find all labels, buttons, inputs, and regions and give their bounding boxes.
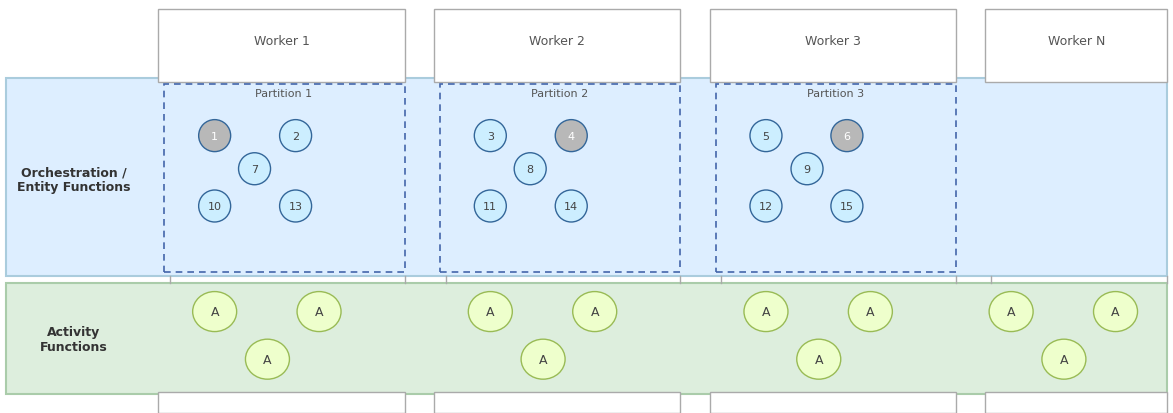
Circle shape <box>474 190 507 223</box>
Text: A: A <box>1111 305 1120 318</box>
Ellipse shape <box>192 292 237 332</box>
Text: A: A <box>538 353 548 366</box>
FancyBboxPatch shape <box>434 392 680 413</box>
Text: Partition 1: Partition 1 <box>256 89 312 99</box>
Ellipse shape <box>989 292 1033 332</box>
Ellipse shape <box>848 292 893 332</box>
Circle shape <box>514 153 547 185</box>
Text: 13: 13 <box>289 202 303 211</box>
FancyBboxPatch shape <box>985 392 1167 413</box>
Ellipse shape <box>1042 339 1086 379</box>
Ellipse shape <box>1093 292 1138 332</box>
Text: Worker 3: Worker 3 <box>805 35 861 48</box>
Text: A: A <box>486 305 495 318</box>
Circle shape <box>279 120 312 152</box>
Text: A: A <box>866 305 875 318</box>
Text: Worker 1: Worker 1 <box>253 35 310 48</box>
Circle shape <box>750 190 782 223</box>
Text: 11: 11 <box>483 202 497 211</box>
Text: 14: 14 <box>564 202 578 211</box>
Text: Partition 2: Partition 2 <box>531 89 588 99</box>
FancyBboxPatch shape <box>710 10 956 83</box>
Text: A: A <box>1059 353 1069 366</box>
Text: Activity
Functions: Activity Functions <box>40 325 108 354</box>
Circle shape <box>555 190 588 223</box>
Text: 1: 1 <box>211 131 218 141</box>
Circle shape <box>238 153 271 185</box>
Text: A: A <box>263 353 272 366</box>
Circle shape <box>830 190 863 223</box>
Text: 7: 7 <box>251 164 258 174</box>
Ellipse shape <box>572 292 617 332</box>
Circle shape <box>198 120 231 152</box>
FancyBboxPatch shape <box>158 10 405 83</box>
Ellipse shape <box>468 292 513 332</box>
Text: 2: 2 <box>292 131 299 141</box>
Text: 12: 12 <box>759 202 773 211</box>
Text: 5: 5 <box>762 131 769 141</box>
Circle shape <box>830 120 863 152</box>
Text: 8: 8 <box>527 164 534 174</box>
Text: Worker 2: Worker 2 <box>529 35 585 48</box>
Text: Partition 3: Partition 3 <box>807 89 863 99</box>
FancyBboxPatch shape <box>6 283 1167 394</box>
Text: Worker N: Worker N <box>1049 35 1105 48</box>
Circle shape <box>791 153 823 185</box>
Text: A: A <box>590 305 599 318</box>
Ellipse shape <box>521 339 565 379</box>
Text: Orchestration /
Entity Functions: Orchestration / Entity Functions <box>18 166 130 194</box>
Text: 3: 3 <box>487 131 494 141</box>
Circle shape <box>279 190 312 223</box>
Circle shape <box>750 120 782 152</box>
Ellipse shape <box>297 292 341 332</box>
Circle shape <box>555 120 588 152</box>
Text: 4: 4 <box>568 131 575 141</box>
Text: A: A <box>210 305 219 318</box>
FancyBboxPatch shape <box>434 10 680 83</box>
Text: 6: 6 <box>843 131 850 141</box>
Ellipse shape <box>796 339 841 379</box>
Text: A: A <box>814 353 823 366</box>
Ellipse shape <box>744 292 788 332</box>
Text: 9: 9 <box>804 164 811 174</box>
FancyBboxPatch shape <box>985 10 1167 83</box>
FancyBboxPatch shape <box>710 392 956 413</box>
Circle shape <box>474 120 507 152</box>
Text: A: A <box>761 305 771 318</box>
FancyBboxPatch shape <box>158 392 405 413</box>
Ellipse shape <box>245 339 290 379</box>
Text: 10: 10 <box>208 202 222 211</box>
Text: 15: 15 <box>840 202 854 211</box>
Text: A: A <box>1006 305 1016 318</box>
Circle shape <box>198 190 231 223</box>
FancyBboxPatch shape <box>6 78 1167 277</box>
Text: A: A <box>314 305 324 318</box>
